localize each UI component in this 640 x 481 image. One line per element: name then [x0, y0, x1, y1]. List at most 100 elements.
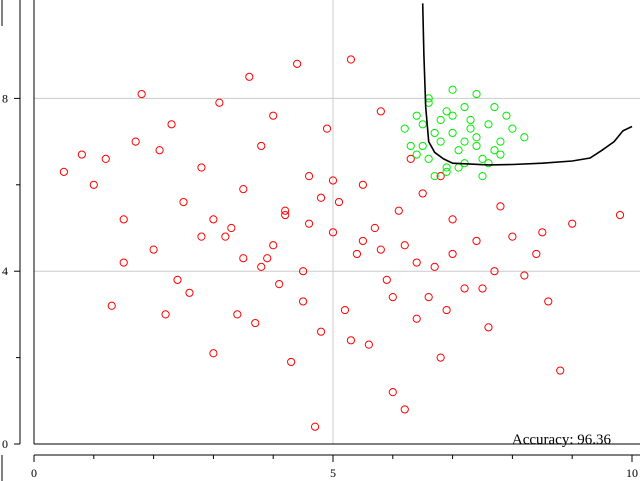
- red-data-point: [328, 228, 338, 237]
- red-data-point: [340, 305, 350, 315]
- red-data-point: [269, 111, 278, 120]
- red-data-point: [197, 163, 206, 172]
- green-data-point: [490, 146, 499, 155]
- red-data-point: [424, 293, 433, 302]
- green-data-point: [454, 163, 463, 172]
- green-data-point: [448, 85, 457, 94]
- red-data-point: [448, 249, 457, 259]
- green-data-point: [460, 102, 469, 112]
- red-data-point: [400, 405, 409, 414]
- red-data-point: [346, 55, 356, 64]
- red-data-point: [304, 172, 314, 181]
- red-data-point: [221, 232, 230, 241]
- red-data-point: [119, 258, 128, 267]
- red-data-point: [484, 323, 493, 332]
- y-tick-label: 4: [2, 264, 8, 278]
- red-data-point: [496, 202, 505, 211]
- red-data-point: [215, 98, 224, 107]
- red-data-point: [107, 301, 116, 310]
- green-data-point: [472, 133, 481, 142]
- green-data-point: [424, 154, 433, 163]
- red-data-point: [155, 146, 164, 155]
- green-data-point: [442, 107, 451, 116]
- green-data-point: [478, 154, 487, 163]
- green-data-point: [418, 141, 427, 151]
- green-data-point: [436, 115, 445, 125]
- red-data-point: [448, 215, 457, 224]
- red-data-point: [233, 310, 242, 319]
- y-tick-label: 8: [2, 91, 8, 105]
- green-data-point: [496, 150, 505, 159]
- red-data-point: [376, 107, 385, 116]
- decision-boundary: [421, 3, 633, 166]
- green-data-point: [478, 172, 487, 181]
- red-data-point: [316, 193, 326, 202]
- red-data-point: [388, 388, 397, 397]
- red-data-point: [556, 366, 565, 375]
- red-data-point: [287, 357, 296, 367]
- red-data-point: [257, 141, 266, 151]
- red-data-point: [119, 215, 128, 224]
- red-data-point: [388, 293, 397, 302]
- green-data-point: [502, 111, 511, 120]
- red-data-point: [149, 245, 158, 254]
- red-data-point: [239, 254, 248, 263]
- red-data-point: [161, 310, 170, 319]
- red-data-point: [400, 241, 409, 250]
- red-data-point: [269, 241, 278, 250]
- green-data-point: [430, 172, 439, 181]
- green-data-point: [466, 124, 475, 133]
- red-data-point: [173, 275, 182, 284]
- green-data-point: [472, 141, 481, 151]
- red-data-point: [299, 297, 308, 306]
- red-data-point: [197, 232, 206, 241]
- red-data-point: [406, 154, 415, 163]
- red-data-point: [299, 267, 308, 276]
- red-data-point: [257, 262, 266, 271]
- red-data-point: [418, 189, 427, 198]
- red-data-point: [167, 120, 176, 129]
- red-data-point: [328, 176, 338, 185]
- red-data-point: [352, 249, 362, 259]
- red-data-point: [478, 284, 487, 293]
- red-data-point: [520, 271, 529, 280]
- red-data-point: [538, 228, 547, 237]
- red-data-point: [293, 59, 302, 68]
- red-data-point: [508, 232, 517, 241]
- green-data-point: [520, 133, 529, 142]
- green-data-point: [496, 137, 505, 146]
- green-data-point: [484, 120, 493, 129]
- red-data-point: [394, 206, 403, 215]
- red-data-point: [412, 258, 421, 267]
- x-tick-label: 5: [330, 466, 336, 480]
- red-data-point: [281, 210, 290, 220]
- green-data-point: [430, 128, 439, 138]
- red-data-point: [472, 236, 481, 246]
- red-data-point: [275, 280, 284, 289]
- red-data-point: [442, 305, 451, 315]
- red-data-point: [131, 137, 140, 146]
- red-data-point: [376, 245, 385, 254]
- green-data-point: [448, 128, 457, 138]
- green-data-point: [448, 111, 457, 120]
- red-data-point: [59, 167, 69, 176]
- x-tick-label: 0: [31, 466, 37, 480]
- red-data-point: [77, 150, 86, 159]
- green-data-point: [472, 89, 481, 99]
- green-data-point: [406, 141, 415, 151]
- x-tick-label: 10: [626, 466, 638, 480]
- red-data-point: [209, 215, 218, 224]
- green-data-point: [412, 111, 421, 120]
- red-data-point: [382, 275, 391, 284]
- boundary-line: [421, 3, 633, 166]
- red-data-point: [316, 327, 326, 336]
- red-data-point: [310, 422, 320, 431]
- green-data-point: [466, 115, 475, 125]
- red-data-point: [364, 340, 373, 349]
- red-data-point: [568, 219, 577, 228]
- red-data-point: [137, 89, 146, 99]
- y-tick-label: 0: [2, 437, 8, 451]
- green-data-point: [454, 146, 463, 155]
- red-data-point: [436, 353, 445, 362]
